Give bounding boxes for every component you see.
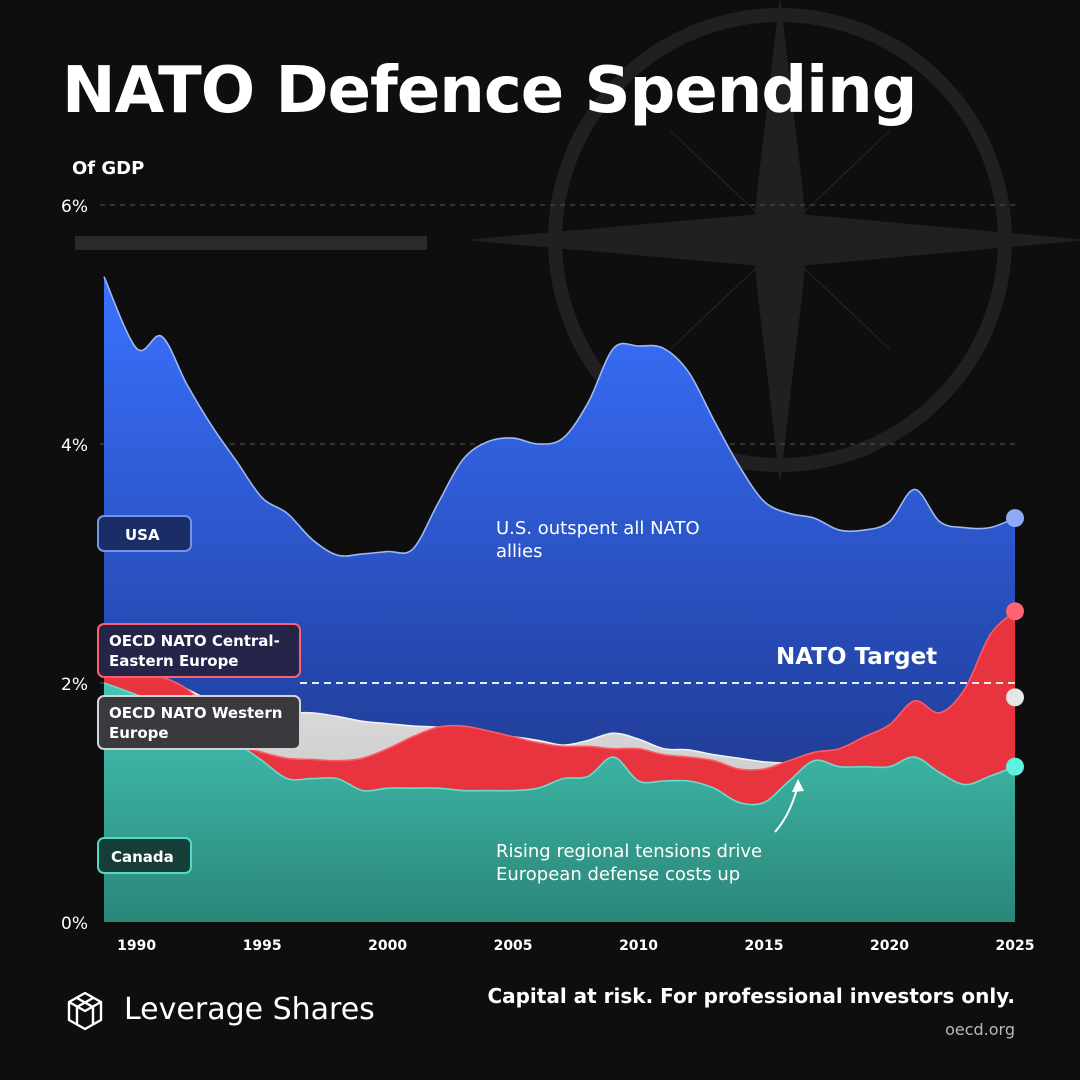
x-axis-ticks: 1990 1995 2000 2005 2010 2015 2020 2025 xyxy=(117,938,1034,954)
leverage-shares-logo-icon xyxy=(67,991,103,1031)
source-label: oecd.org xyxy=(945,1020,1015,1039)
end-marker-oecd-nato-central-eastern-europe xyxy=(1006,602,1024,621)
annotation-us-outspent: U.S. outspent all NATO allies xyxy=(496,518,700,563)
y-tick-label: 6% xyxy=(61,197,88,217)
disclaimer: Capital at risk. For professional invest… xyxy=(487,984,1015,1008)
end-marker-oecd-nato-western-europe xyxy=(1006,688,1024,707)
x-tick-label: 2025 xyxy=(996,938,1035,954)
x-tick-label: 2005 xyxy=(494,938,533,954)
y-tick-label: 2% xyxy=(61,675,88,695)
y-tick-label: 4% xyxy=(61,436,88,456)
x-tick-label: 2015 xyxy=(745,938,784,954)
line-oecd-nato-central-eastern-europe xyxy=(103,610,1016,771)
x-tick-label: 1990 xyxy=(117,938,156,954)
y-axis-ticks: 0% 2% 4% 6% xyxy=(61,197,88,934)
y-tick-label: 0% xyxy=(61,914,88,934)
legend-label-usa: USA xyxy=(97,515,192,552)
area-canada xyxy=(104,683,1015,922)
legend-label-western-europe: OECD NATO Western Europe xyxy=(97,695,301,750)
line-canada xyxy=(103,682,1016,806)
nato-target-label: NATO Target xyxy=(776,644,938,670)
x-tick-label: 1995 xyxy=(243,938,282,954)
x-tick-label: 2000 xyxy=(368,938,407,954)
decorative-bar xyxy=(75,236,427,250)
annotation-arrow xyxy=(774,779,804,833)
series-areas xyxy=(103,276,1016,922)
annotation-eu-rising: Rising regional tensions drive European … xyxy=(496,841,763,886)
x-tick-label: 2020 xyxy=(870,938,909,954)
legend-label-central-eastern-europe: OECD NATO Central-Eastern Europe xyxy=(97,623,301,678)
legend-label-canada: Canada xyxy=(97,837,192,874)
end-marker-canada xyxy=(1006,757,1024,776)
line-usa xyxy=(103,276,1016,557)
y-axis-unit-label: Of GDP xyxy=(72,158,145,179)
x-tick-label: 2010 xyxy=(619,938,658,954)
end-marker-usa xyxy=(1006,509,1024,528)
nato-emblem-watermark xyxy=(469,0,1080,481)
series-end-markers xyxy=(1006,509,1024,776)
brand-name: Leverage Shares xyxy=(124,992,375,1027)
page-title: NATO Defence Spending xyxy=(62,54,917,128)
